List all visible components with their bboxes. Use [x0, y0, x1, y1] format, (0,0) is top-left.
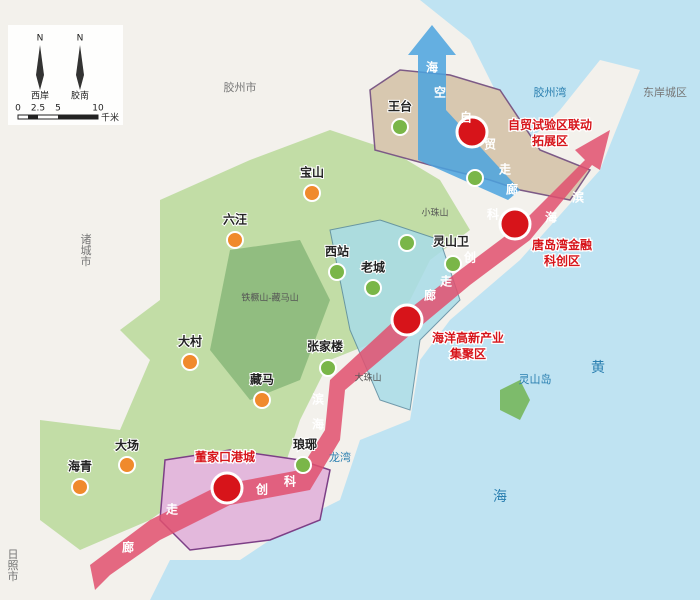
sea — [150, 0, 700, 600]
hub-line: 拓展区 — [532, 133, 568, 148]
scale-tick: 0 — [15, 104, 21, 114]
corridor-char: 空 — [434, 85, 446, 100]
dot — [303, 184, 321, 202]
dot — [294, 456, 312, 474]
scale-tick: 2.5 — [31, 104, 45, 114]
dot — [466, 169, 484, 187]
dot — [319, 359, 337, 377]
corridor-char: 走 — [440, 274, 452, 289]
legend-box — [8, 25, 123, 125]
hub-line: 董家口港城 — [195, 449, 255, 464]
scale-tick: 10 — [92, 104, 104, 114]
corridor-char: 创 — [463, 250, 476, 265]
hub — [390, 303, 424, 337]
scale-tick: 5 — [55, 104, 61, 114]
hub — [455, 115, 489, 149]
place-labels: 王台 宝山 六汪 西站 老城 灵山卫 大村 藏马 张家楼 大场 海青 琅琊 — [67, 98, 470, 475]
compass-north: N — [37, 34, 44, 44]
compass — [36, 45, 44, 90]
corridor-char: 海 — [545, 210, 557, 225]
scale-bar — [58, 115, 98, 119]
water-label: 龙湾 — [329, 450, 351, 464]
dot — [391, 118, 409, 136]
mountain-label: 铁橛山-藏马山 — [241, 292, 298, 304]
place-label: 大场 — [115, 438, 139, 453]
dot — [71, 478, 89, 496]
dot — [328, 263, 346, 281]
corridor-char: 廊 — [424, 288, 436, 303]
dot — [226, 231, 244, 249]
compass-label: 西岸 — [31, 91, 49, 102]
hub-line: 自贸试验区联动 — [508, 117, 592, 132]
place-label: 张家楼 — [307, 339, 343, 354]
area-label: 日照市 — [6, 549, 19, 583]
place-label: 大村 — [178, 334, 202, 349]
corridor-char: 廊 — [506, 182, 518, 197]
mountain-label: 小珠山 — [421, 207, 448, 219]
compass — [76, 45, 84, 90]
dot — [181, 353, 199, 371]
corridor-char: 自 — [460, 110, 472, 125]
place-label: 宝山 — [300, 165, 324, 180]
mountain-area — [210, 240, 330, 400]
place-label: 西站 — [325, 244, 349, 259]
dot — [364, 279, 382, 297]
legend: N 西岸 N 胶南 0 2.5 5 10 千米 — [8, 25, 123, 125]
water-label: 胶州湾 — [534, 85, 567, 99]
area-label: 诸城市 — [79, 233, 92, 267]
corridor-char: 海 — [312, 417, 324, 432]
corridor-char: 廊 — [122, 540, 134, 555]
water-label: 黄 — [591, 359, 605, 376]
dot — [118, 456, 136, 474]
scale-unit: 千米 — [101, 112, 119, 124]
compass-north: N — [77, 34, 84, 44]
area-label: 胶州市 — [224, 80, 257, 94]
place-label: 老城 — [361, 260, 385, 275]
corridor-char: 科 — [284, 474, 296, 489]
place-dots — [71, 115, 532, 505]
corridor-char: 走 — [166, 502, 178, 517]
hub-labels: 自贸试验区联动拓展区 唐岛湾金融科创区 海洋高新产业集聚区 董家口港城 — [194, 115, 594, 465]
corridor-labels: 海 空 自 贸 走 廊 廊 走 创 科 滨 海 廊 走 创 科 海 滨 — [122, 60, 584, 555]
corridor-char: 走 — [499, 162, 511, 177]
place-label: 王台 — [388, 99, 412, 114]
coast-corridor — [90, 130, 610, 590]
place-label: 六汪 — [223, 212, 247, 227]
hub-line: 集聚区 — [449, 346, 486, 361]
hub — [210, 471, 244, 505]
corridor-char: 海 — [426, 60, 438, 75]
water-label: 海 — [493, 489, 507, 505]
place-label: 琅琊 — [293, 437, 317, 452]
hub-label: 董家口港城 — [195, 449, 255, 464]
place-label: 海青 — [68, 459, 92, 474]
corridor-char: 贸 — [484, 137, 496, 152]
area-labels: 胶州市 诸城市 日照市 东岸城区 小珠山 铁橛山-藏马山 大珠山 胶州湾 龙湾 … — [6, 80, 687, 582]
hub — [498, 207, 532, 241]
hub-line: 海洋高新产业 — [432, 330, 504, 345]
dot — [253, 391, 271, 409]
corridor-char: 滨 — [572, 190, 584, 205]
area-label: 东岸城区 — [643, 86, 687, 99]
hub-label: 自贸试验区联动拓展区 — [508, 117, 592, 148]
corridor-char: 科 — [487, 207, 499, 222]
compass-label: 胶南 — [71, 90, 89, 102]
hub-label: 唐岛湾金融科创区 — [532, 237, 592, 268]
place-label: 灵山卫 — [433, 234, 469, 249]
scale-bar — [28, 115, 38, 119]
air-corridor — [408, 25, 520, 200]
island — [500, 380, 530, 420]
dot — [398, 234, 416, 252]
dot — [444, 255, 462, 273]
place-label: 藏马 — [250, 372, 274, 387]
hub-line: 科创区 — [544, 253, 580, 268]
corridor-char: 滨 — [312, 392, 324, 407]
hub-label: 海洋高新产业集聚区 — [432, 330, 504, 361]
mountain-label: 大珠山 — [354, 372, 381, 384]
hub-line: 唐岛湾金融 — [532, 237, 592, 252]
water-label: 灵山岛 — [519, 372, 552, 386]
corridor-char: 创 — [255, 482, 268, 497]
